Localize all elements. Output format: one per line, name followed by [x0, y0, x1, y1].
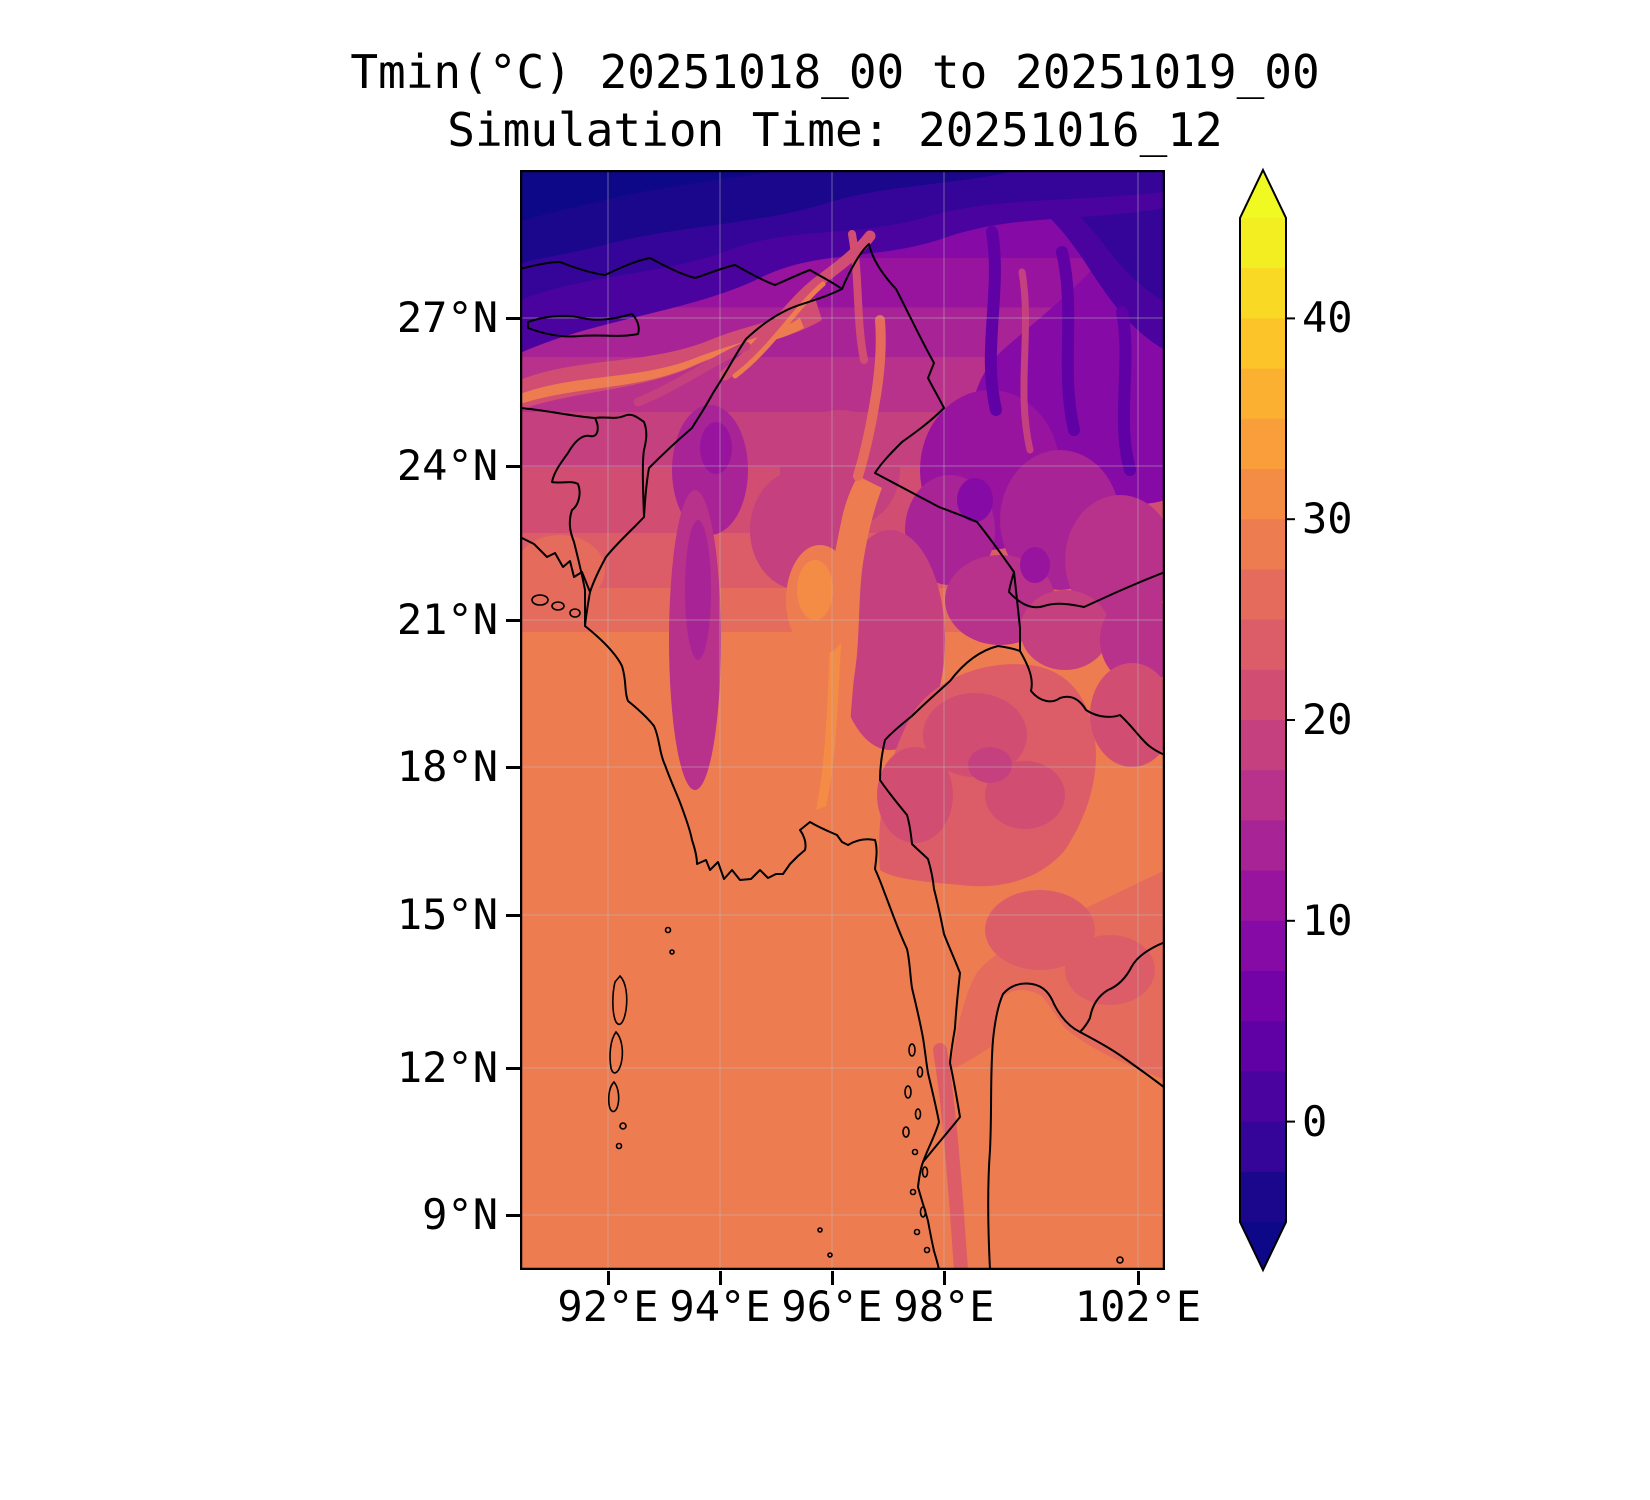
- temperature-field: [520, 170, 1165, 1270]
- y-tick-label: 21°N: [396, 595, 498, 644]
- x-tick-label: 102°E: [1074, 1282, 1202, 1331]
- x-tick-label: 94°E: [669, 1282, 771, 1331]
- y-tick-mark: [506, 1067, 520, 1070]
- plot-frame: [520, 170, 1165, 1270]
- colorbar-tick-label: 10: [1302, 896, 1353, 945]
- y-tick-mark: [506, 317, 520, 320]
- y-tick-label: 9°N: [422, 1190, 498, 1239]
- colorbar-outline: [1239, 167, 1287, 1273]
- y-tick-label: 12°N: [396, 1043, 498, 1092]
- y-tick-mark: [506, 619, 520, 622]
- y-tick-label: 24°N: [396, 441, 498, 490]
- colorbar-tick-label: 40: [1302, 293, 1353, 342]
- x-tick-mark: [719, 1271, 722, 1285]
- colorbar: [1228, 160, 1378, 1320]
- colorbar-tick-label: 30: [1302, 494, 1353, 543]
- colorbar-over-arrow: [1240, 170, 1286, 218]
- plot-subtitle: Simulation Time: 20251016_12: [447, 103, 1223, 157]
- colorbar-tick-label: 0: [1302, 1097, 1328, 1146]
- colorbar-tick-label: 20: [1302, 695, 1353, 744]
- plot-title: Tmin(°C) 20251018_00 to 20251019_00: [350, 45, 1320, 99]
- colorbar-under-arrow: [1240, 1222, 1286, 1270]
- x-tick-label: 98°E: [893, 1282, 995, 1331]
- x-tick-mark: [831, 1271, 834, 1285]
- x-tick-mark: [1137, 1271, 1140, 1285]
- colorbar-bands: [1240, 218, 1286, 1223]
- y-tick-label: 15°N: [396, 890, 498, 939]
- gridlines: [520, 170, 1165, 1270]
- x-tick-mark: [943, 1271, 946, 1285]
- y-tick-mark: [506, 465, 520, 468]
- y-tick-label: 18°N: [396, 742, 498, 791]
- x-tick-label: 96°E: [781, 1282, 883, 1331]
- x-tick-label: 92°E: [557, 1282, 659, 1331]
- colorbar-svg: [1239, 167, 1295, 1273]
- temperature-map: [520, 170, 1165, 1270]
- map-panel: [520, 170, 1165, 1270]
- y-tick-mark: [506, 1214, 520, 1217]
- y-tick-mark: [506, 914, 520, 917]
- islands: [531, 594, 1124, 1264]
- x-tick-mark: [607, 1271, 610, 1285]
- y-tick-label: 27°N: [396, 293, 498, 342]
- coastlines-borders: [520, 243, 1165, 1270]
- colorbar-tick-marks: [1286, 317, 1295, 1123]
- y-tick-mark: [506, 766, 520, 769]
